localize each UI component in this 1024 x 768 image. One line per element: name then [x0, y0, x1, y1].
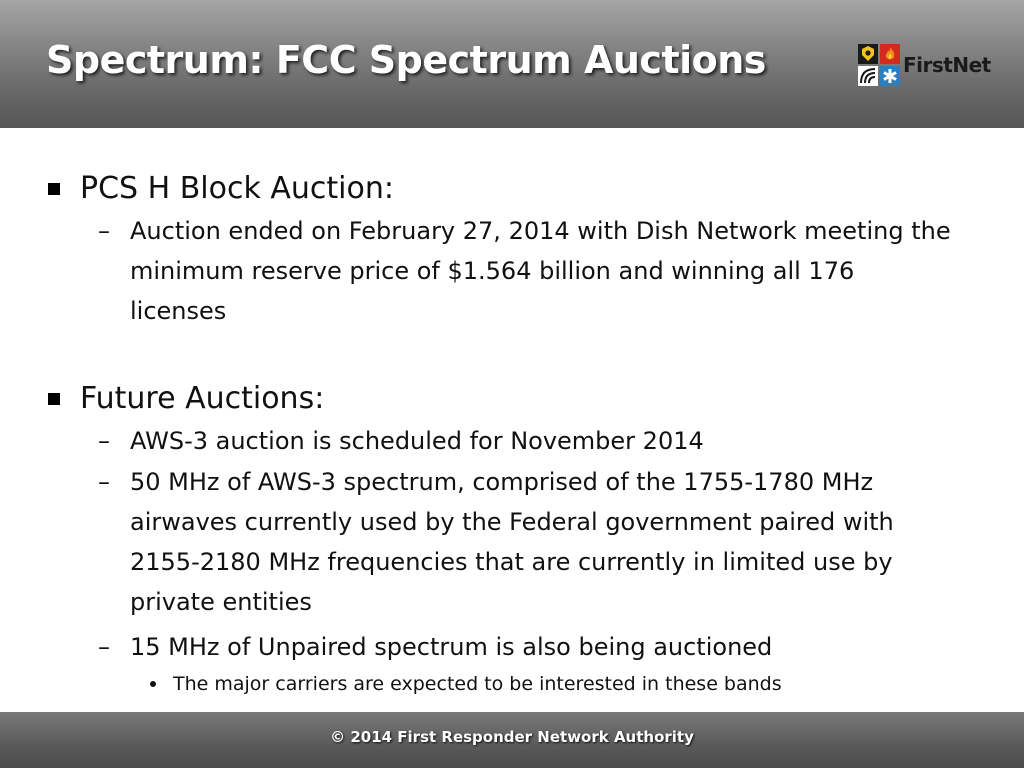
dash-bullet-icon: – — [98, 468, 110, 496]
sub-bullet-aws3-spectrum: – 50 MHz of AWS-3 spectrum, comprised of… — [98, 462, 958, 622]
sub-bullet-unpaired: – 15 MHz of Unpaired spectrum is also be… — [98, 627, 958, 667]
sub-bullet-text: Auction ended on February 27, 2014 with … — [130, 217, 951, 325]
dash-bullet-icon: – — [98, 217, 110, 245]
sub-sub-bullet-text: The major carriers are expected to be in… — [173, 673, 782, 695]
firstnet-logo: FirstNet — [858, 44, 991, 86]
badge-icon — [858, 44, 878, 64]
square-bullet-icon — [48, 393, 60, 405]
footer-band: © 2014 First Responder Network Authority — [0, 712, 1024, 768]
copyright-text: © 2014 First Responder Network Authority — [330, 728, 694, 746]
bullet-future-auctions: Future Auctions: — [48, 379, 324, 419]
signal-waves-icon — [858, 66, 878, 86]
section-heading: Future Auctions: — [80, 381, 325, 416]
slide-body: PCS H Block Auction: – Auction ended on … — [0, 128, 1024, 712]
dash-bullet-icon: – — [98, 633, 110, 661]
slide-title: Spectrum: FCC Spectrum Auctions — [46, 38, 766, 82]
firstnet-logo-icon — [858, 44, 900, 86]
bullet-pcs-h-block: PCS H Block Auction: — [48, 169, 394, 209]
logo-wordmark: FirstNet — [903, 53, 991, 77]
sub-bullet-text: 50 MHz of AWS-3 spectrum, comprised of t… — [130, 468, 894, 616]
header-band: Spectrum: FCC Spectrum Auctions — [0, 0, 1024, 128]
sub-bullet-text: 15 MHz of Unpaired spectrum is also bein… — [130, 633, 773, 661]
star-of-life-icon — [880, 66, 900, 86]
sub-sub-bullet-major-carriers: The major carriers are expected to be in… — [150, 671, 782, 697]
flame-icon — [880, 44, 900, 64]
section-heading: PCS H Block Auction: — [80, 171, 394, 206]
square-bullet-icon — [48, 183, 60, 195]
round-bullet-icon — [150, 681, 156, 687]
sub-bullet-auction-ended: – Auction ended on February 27, 2014 wit… — [98, 211, 958, 331]
dash-bullet-icon: – — [98, 427, 110, 455]
sub-bullet-text: AWS-3 auction is scheduled for November … — [130, 427, 704, 455]
sub-bullet-aws3-schedule: – AWS-3 auction is scheduled for Novembe… — [98, 421, 958, 461]
